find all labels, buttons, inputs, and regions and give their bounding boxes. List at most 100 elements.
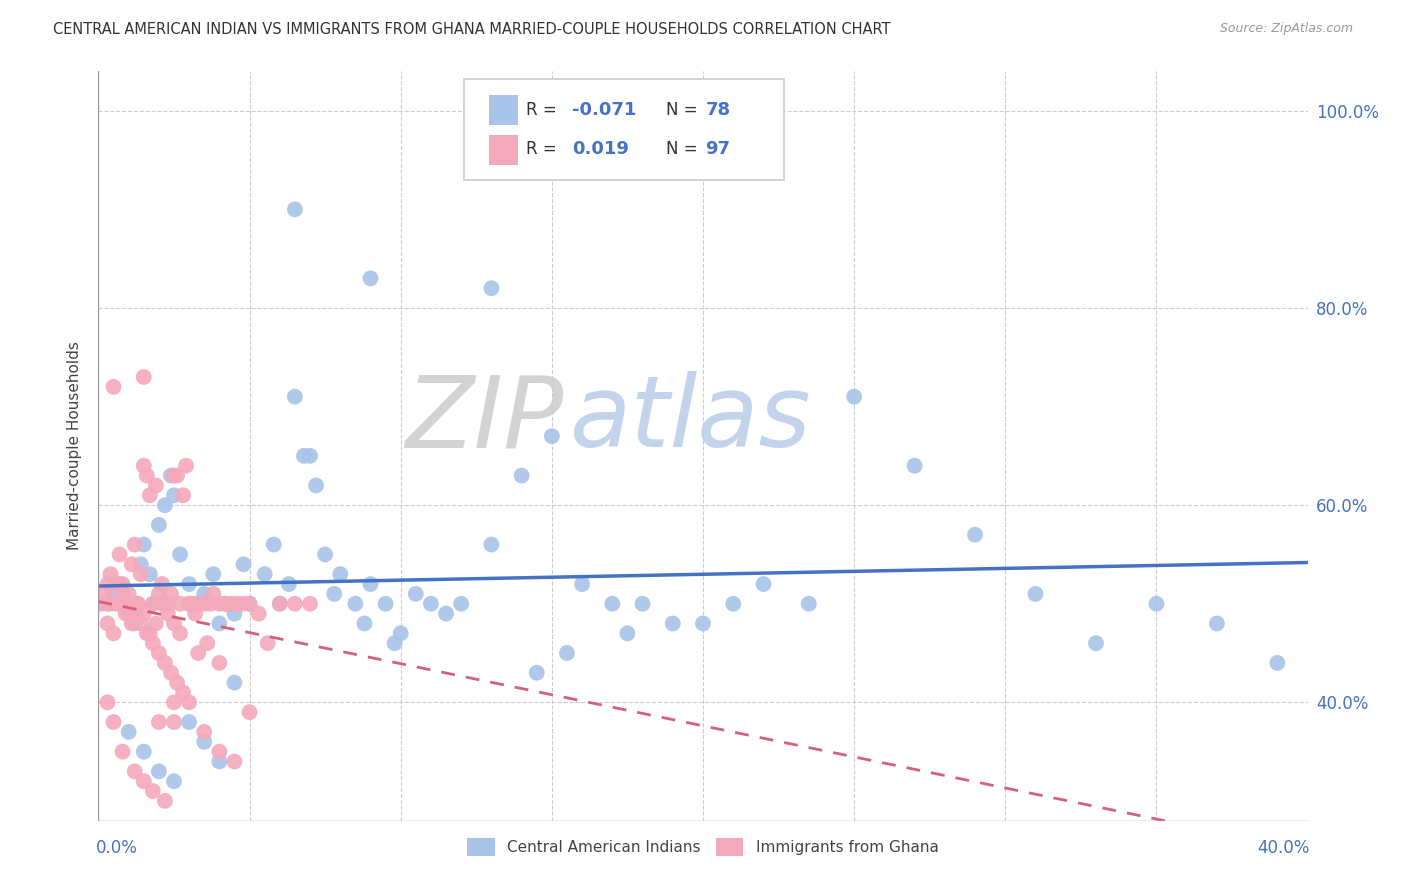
Point (93, 587, 115, 601)
Point (108, 548, 131, 562)
Point (103, 626, 125, 640)
Point (214, 597, 236, 611)
Point (405, 587, 427, 601)
Point (163, 774, 186, 789)
Text: R =: R = (526, 101, 562, 119)
Point (118, 597, 141, 611)
Point (253, 567, 276, 582)
Point (132, 607, 155, 621)
Point (193, 725, 215, 739)
Point (540, 429, 562, 443)
Point (153, 794, 176, 808)
Point (145, 478, 167, 492)
Point (284, 390, 307, 404)
Point (844, 390, 866, 404)
Point (114, 607, 136, 621)
Point (132, 538, 155, 552)
Point (148, 764, 170, 779)
Point (166, 675, 188, 690)
Point (284, 202, 307, 217)
Text: 0.019: 0.019 (572, 140, 630, 158)
FancyBboxPatch shape (464, 78, 785, 180)
Point (1144, 597, 1167, 611)
Point (103, 714, 125, 729)
Point (692, 616, 714, 631)
Point (208, 745, 231, 759)
Point (263, 538, 285, 552)
Point (179, 597, 201, 611)
Point (299, 449, 322, 463)
Point (174, 458, 197, 473)
Point (160, 468, 183, 483)
Point (127, 597, 149, 611)
Point (153, 656, 176, 670)
Point (150, 597, 173, 611)
Point (323, 587, 346, 601)
Point (256, 636, 278, 650)
Point (661, 616, 683, 631)
Point (108, 597, 131, 611)
Point (232, 597, 254, 611)
Point (150, 577, 173, 591)
Text: Source: ZipAtlas.com: Source: ZipAtlas.com (1219, 22, 1353, 36)
Point (239, 705, 262, 719)
Point (329, 567, 352, 582)
Point (124, 616, 146, 631)
Point (169, 626, 191, 640)
Point (184, 597, 207, 611)
Point (208, 755, 231, 769)
Point (124, 607, 146, 621)
Point (1206, 616, 1229, 631)
Point (148, 714, 170, 729)
Point (127, 597, 149, 611)
Point (602, 597, 624, 611)
Point (96, 695, 118, 709)
Text: -0.071: -0.071 (572, 101, 637, 119)
Point (132, 745, 155, 759)
Text: 40.0%: 40.0% (1257, 839, 1310, 857)
FancyBboxPatch shape (489, 135, 517, 165)
Point (153, 597, 176, 611)
Point (224, 755, 246, 769)
Legend: Central American Indians, Immigrants from Ghana: Central American Indians, Immigrants fro… (461, 832, 945, 862)
Point (208, 597, 231, 611)
Point (129, 558, 152, 572)
Point (163, 714, 186, 729)
Point (269, 597, 291, 611)
Point (142, 636, 165, 650)
Point (121, 616, 143, 631)
Point (172, 685, 194, 699)
Point (481, 281, 503, 295)
Point (129, 567, 152, 582)
Point (752, 577, 775, 591)
Point (277, 577, 299, 591)
Point (103, 380, 125, 394)
Point (169, 548, 191, 562)
Point (1024, 587, 1046, 601)
Point (139, 567, 162, 582)
Point (571, 577, 593, 591)
Point (384, 636, 406, 650)
Point (114, 597, 136, 611)
Point (160, 587, 183, 601)
Point (193, 735, 215, 749)
Text: CENTRAL AMERICAN INDIAN VS IMMIGRANTS FROM GHANA MARRIED-COUPLE HOUSEHOLDS CORRE: CENTRAL AMERICAN INDIAN VS IMMIGRANTS FR… (53, 22, 891, 37)
Point (360, 577, 382, 591)
Point (124, 764, 146, 779)
Text: atlas: atlas (569, 371, 811, 468)
Point (214, 597, 236, 611)
Point (284, 597, 307, 611)
Point (145, 616, 167, 631)
Point (353, 616, 375, 631)
Point (163, 468, 186, 483)
Text: ZIP: ZIP (406, 371, 564, 468)
Point (481, 538, 503, 552)
Point (108, 577, 131, 591)
Point (179, 695, 201, 709)
Text: R =: R = (526, 140, 562, 158)
Point (181, 597, 204, 611)
Point (124, 538, 146, 552)
Point (148, 517, 170, 532)
Point (360, 271, 382, 285)
Text: 0.0%: 0.0% (96, 839, 138, 857)
